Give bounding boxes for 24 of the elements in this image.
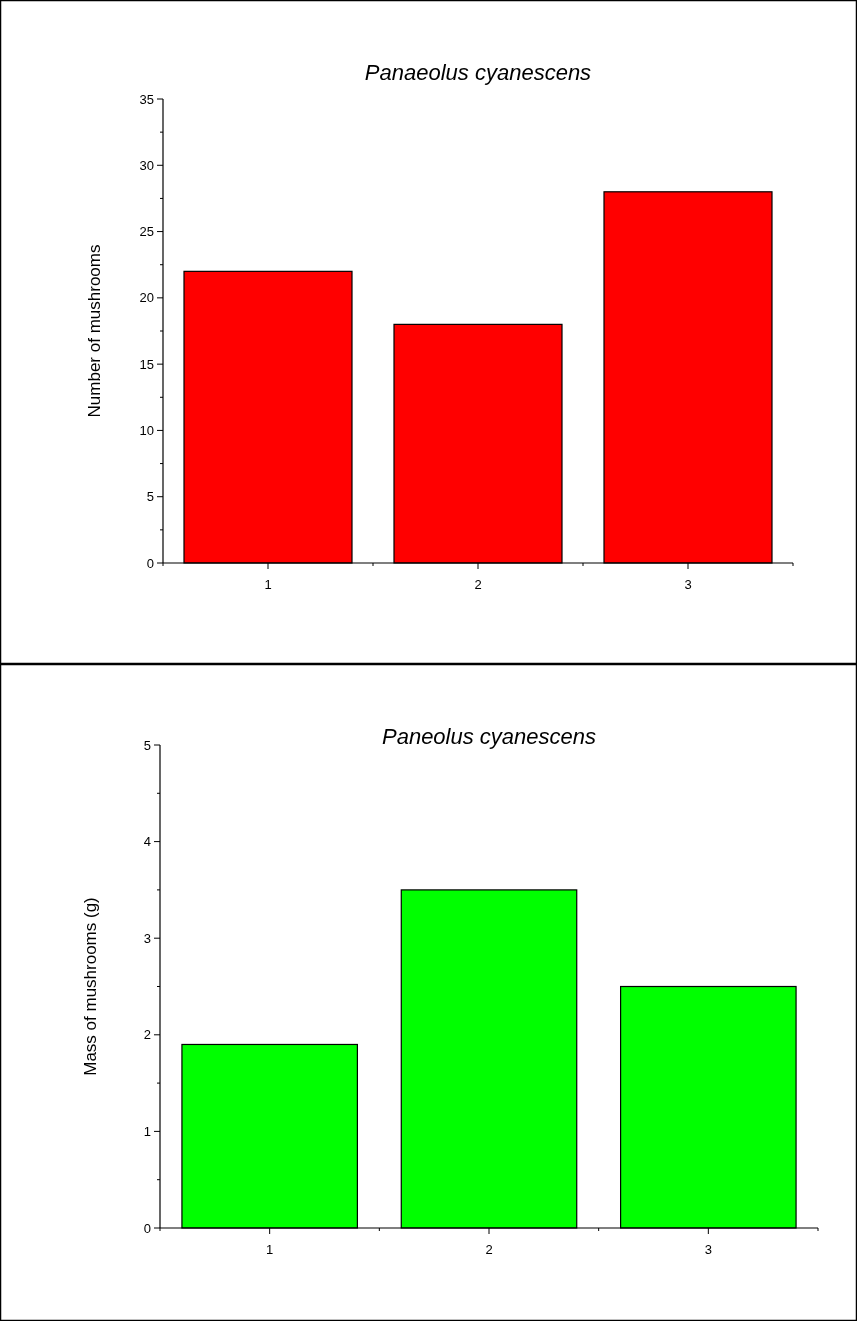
y-tick-label: 20 [139, 290, 154, 306]
x-tick-label: 3 [684, 577, 692, 592]
chart-title: Panaeolus cyanescens [364, 60, 592, 85]
x-tick-label: 2 [485, 1242, 493, 1257]
y-tick-label: 30 [139, 157, 154, 173]
y-tick-label: 5 [146, 489, 154, 505]
x-tick-label: 1 [266, 1242, 274, 1257]
y-tick-label: 0 [143, 1220, 151, 1236]
y-tick-label: 10 [139, 422, 154, 438]
x-tick-label: 3 [704, 1242, 712, 1257]
y-tick-label: 4 [143, 834, 151, 850]
y-tick-label: 5 [143, 737, 151, 753]
y-axis-title: Number of mushrooms [85, 244, 104, 418]
y-tick-label: 15 [139, 356, 154, 372]
y-tick-label: 35 [139, 91, 154, 107]
y-tick-label: 3 [143, 930, 151, 946]
y-tick-label: 1 [143, 1123, 151, 1139]
x-tick-label: 2 [474, 577, 482, 592]
y-axis-title: Mass of mushrooms (g) [81, 897, 100, 1076]
y-tick-label: 2 [143, 1027, 151, 1043]
y-tick-label: 0 [146, 555, 154, 571]
x-tick-label: 1 [264, 577, 272, 592]
y-tick-label: 25 [139, 224, 154, 240]
chart-title: Paneolus cyanescens [381, 724, 597, 749]
